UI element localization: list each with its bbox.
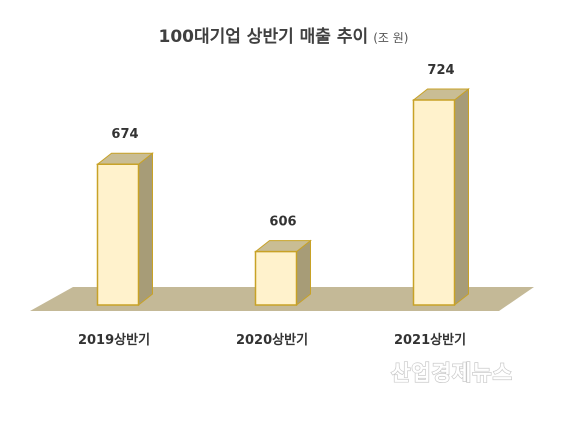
bar-2019상반기 (96, 152, 154, 307)
bar-2021상반기 (412, 87, 470, 307)
bar-front-face (412, 99, 456, 306)
chart-title-text: 100대기업 상반기 매출 추이 (158, 27, 369, 47)
value-label: 724 (427, 63, 454, 78)
value-label: 674 (111, 127, 138, 142)
chart-unit-label: (조 원) (373, 31, 409, 45)
value-label: 606 (269, 215, 296, 230)
bar-front-face (96, 163, 140, 306)
category-label: 2019상반기 (78, 332, 150, 348)
chart-title: 100대기업 상반기 매출 추이 (조 원) (0, 22, 567, 47)
bar-group (96, 87, 470, 307)
category-label: 2020상반기 (236, 332, 308, 348)
bar-front-face (254, 250, 298, 306)
label-group: 674 2019상반기 606 2020상반기 724 2021상반기 (78, 63, 466, 348)
bar-side-face (138, 152, 153, 307)
category-label: 2021상반기 (394, 332, 466, 348)
bar-2020상반기 (254, 239, 312, 307)
bar-side-face (454, 87, 469, 307)
watermark-text: 산업경제뉴스 (391, 361, 513, 385)
